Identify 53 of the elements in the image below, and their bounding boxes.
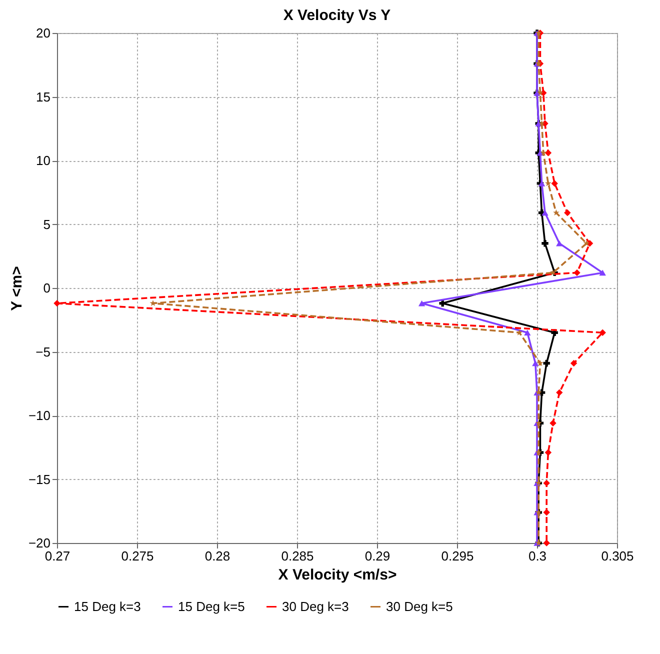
point xyxy=(543,360,550,367)
point xyxy=(553,209,560,216)
point xyxy=(544,449,552,456)
point xyxy=(543,509,550,516)
x-tick-label: 0.27 xyxy=(44,548,70,564)
point xyxy=(54,300,60,307)
point xyxy=(550,420,556,427)
y-axis-title: Y <m> xyxy=(8,266,26,311)
y-tick-label: −5 xyxy=(36,344,50,360)
y-tick-label: 5 xyxy=(43,216,50,232)
point xyxy=(574,269,580,276)
point xyxy=(543,480,550,486)
point xyxy=(540,149,547,156)
legend-label: 30 Deg k=3 xyxy=(282,598,349,614)
point xyxy=(537,360,544,366)
y-tick-label: −10 xyxy=(28,408,50,423)
chart-title: X Velocity Vs Y xyxy=(283,7,391,24)
y-tick-label: 10 xyxy=(36,153,50,168)
point xyxy=(556,240,563,246)
y-tick-label: 15 xyxy=(36,89,50,104)
point xyxy=(418,300,426,306)
point xyxy=(532,360,539,366)
x-tick-label: 0.29 xyxy=(364,548,390,564)
x-tick-label: 0.275 xyxy=(121,548,154,564)
point xyxy=(556,389,563,396)
point xyxy=(524,330,531,336)
point xyxy=(543,540,550,546)
x-tick-label: 0.28 xyxy=(204,548,230,564)
point xyxy=(538,120,545,126)
point xyxy=(150,300,156,306)
x-tick-label: 0.295 xyxy=(441,548,474,564)
point xyxy=(599,329,606,336)
y-tick-label: −15 xyxy=(28,472,50,487)
x-tick-label: 0.285 xyxy=(281,548,314,564)
point xyxy=(544,149,552,156)
point xyxy=(542,210,548,216)
x-tick-label: 0.305 xyxy=(601,548,634,564)
point xyxy=(583,240,590,246)
y-tick-label: −20 xyxy=(28,536,50,550)
point xyxy=(516,329,523,336)
point xyxy=(551,180,558,187)
y-tick-label: 20 xyxy=(36,26,50,40)
y-tick-label: 0 xyxy=(43,280,50,296)
x-tick-label: 0.3 xyxy=(528,548,547,564)
point xyxy=(564,209,571,216)
legend-label: 15 Deg k=5 xyxy=(178,598,245,614)
point xyxy=(542,240,548,247)
legend-label: 15 Deg k=3 xyxy=(74,598,141,614)
point xyxy=(599,270,606,276)
point xyxy=(570,360,578,367)
x-axis-title: X Velocity <m/s> xyxy=(278,566,397,584)
point xyxy=(439,300,446,307)
legend-label: 30 Deg k=5 xyxy=(386,598,453,614)
